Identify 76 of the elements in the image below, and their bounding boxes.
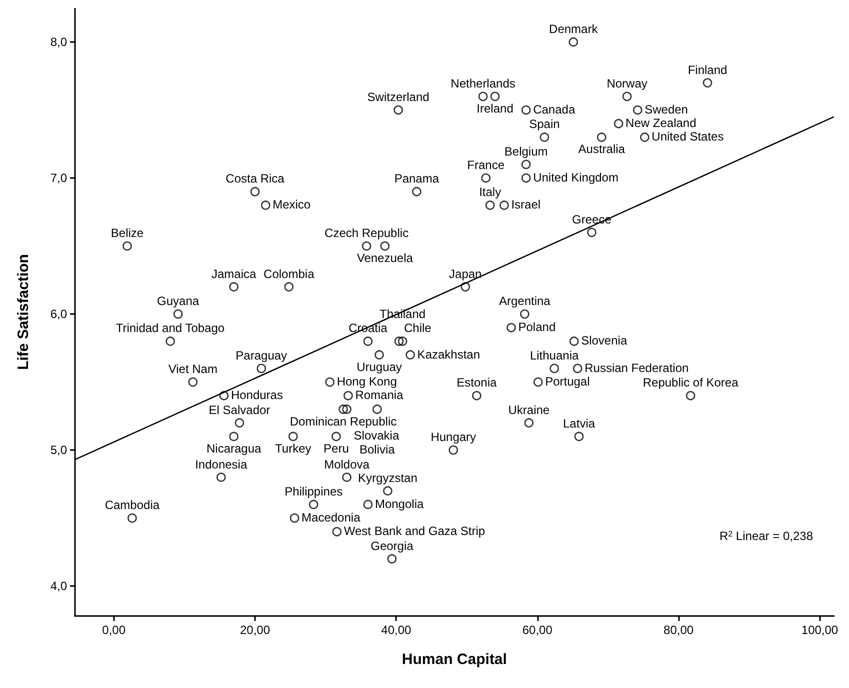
x-tick-label: 20,00 — [240, 623, 270, 637]
y-tick-label: 5,0 — [50, 443, 68, 458]
annotation: Poland — [518, 320, 556, 334]
annotation: Turkey — [275, 441, 312, 456]
annotation: Jamaica — [211, 266, 256, 281]
annotation: Netherlands — [450, 76, 516, 90]
annotation: Lithuania — [530, 348, 579, 362]
annotation: Nicaragua — [206, 441, 262, 456]
annotation: Kyrgyzstan — [358, 470, 418, 485]
annotation: Ukraine — [508, 402, 550, 417]
y-tick-label: 6,0 — [50, 307, 68, 322]
annotation: Viet Nam — [168, 362, 218, 376]
x-tick-label: 100,00 — [801, 623, 838, 637]
annotation: Slovakia — [354, 428, 400, 442]
annotation: Sweden — [644, 102, 688, 117]
annotation: Australia — [578, 142, 626, 156]
annotation: Georgia — [370, 538, 414, 553]
annotation: Italy — [479, 185, 502, 200]
annotation: Bolivia — [359, 442, 396, 456]
annotation: Chile — [404, 321, 432, 336]
x-tick-label: 80,00 — [664, 623, 694, 637]
annotation: France — [467, 158, 505, 172]
x-axis-title: Human Capital — [402, 651, 507, 668]
annotation: Peru — [324, 441, 349, 456]
y-tick-label: 7,0 — [50, 171, 68, 186]
annotation: Mongolia — [374, 496, 424, 511]
annotation: United Kingdom — [533, 170, 618, 185]
annotation: El Salvador — [208, 402, 270, 417]
annotation: Dominican Republic — [290, 414, 397, 428]
annotation: Trinidad and Tobago — [116, 321, 225, 336]
annotation: Kazakhstan — [417, 347, 480, 362]
annotation: Venezuela — [356, 251, 414, 266]
annotation: Panama — [394, 172, 440, 186]
annotation: Hungary — [430, 430, 476, 444]
annotation: United States — [652, 130, 724, 144]
annotation: Slovenia — [581, 334, 628, 348]
annotation: Paraguay — [236, 348, 288, 362]
annotation: Argentina — [498, 294, 551, 308]
annotation: Finland — [688, 62, 728, 77]
y-tick-label: 8,0 — [50, 35, 68, 50]
annotation: Colombia — [264, 266, 315, 281]
annotation: Hong Kong — [336, 374, 397, 389]
x-tick-label: 0,00 — [102, 623, 126, 637]
annotation: Indonesia — [195, 457, 248, 472]
annotation: Belize — [110, 226, 144, 240]
annotation: Guyana — [157, 294, 200, 308]
annotation: Canada — [533, 102, 576, 117]
annotation: Portugal — [545, 374, 590, 389]
annotation: Spain — [529, 117, 560, 132]
annotation: Romania — [355, 388, 404, 402]
annotation: Japan — [449, 266, 482, 281]
annotation: Belgium — [504, 144, 548, 158]
annotation: Latvia — [563, 416, 596, 430]
annotation: Philippines — [284, 484, 343, 498]
annotation: Republic of Korea — [642, 376, 739, 390]
x-tick-label: 60,00 — [522, 623, 553, 637]
annotation: Uruguay — [356, 360, 402, 374]
annotation: Czech Republic — [324, 226, 409, 240]
annotation: Costa Rica — [226, 172, 285, 186]
annotation: Estonia — [456, 376, 498, 390]
annotation: Israel — [511, 198, 541, 212]
annotation: New Zealand — [626, 116, 696, 130]
y-tick-label: 4,0 — [50, 579, 68, 594]
annotation: Switzerland — [367, 90, 430, 104]
x-tick-label: 40,00 — [381, 623, 412, 637]
annotation: West Bank and Gaza Strip — [344, 524, 486, 538]
annotation: Macedonia — [302, 510, 361, 525]
annotation: Honduras — [230, 388, 283, 402]
y-axis-title: Life Satisfaction — [15, 254, 32, 370]
annotation: Ireland — [476, 101, 514, 116]
annotation: Russian Federation — [584, 360, 689, 375]
annotation: Norway — [606, 76, 648, 90]
annotation: Cambodia — [104, 498, 160, 512]
annotation: Denmark — [549, 22, 599, 36]
annotation: Moldova — [324, 457, 370, 472]
annotation: Mexico — [272, 198, 311, 212]
